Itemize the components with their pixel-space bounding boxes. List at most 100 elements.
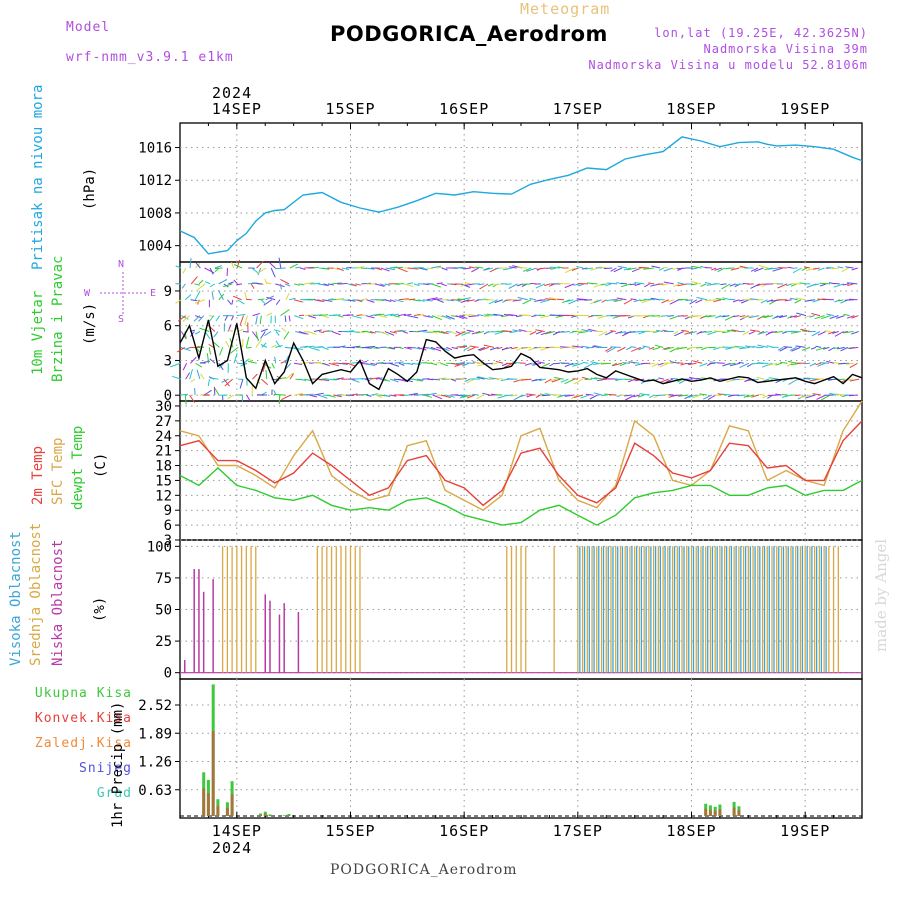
- wind-barb: [185, 346, 191, 350]
- wind-barb: [417, 393, 429, 396]
- wind-barb: [804, 299, 816, 302]
- wind-barb: [260, 344, 268, 348]
- wind-barb: [265, 369, 268, 380]
- wind-barb: [427, 346, 436, 351]
- wind-barb: [227, 329, 234, 332]
- wind-barb: [252, 313, 260, 317]
- wind-barb: [273, 329, 281, 332]
- wind-barb: [656, 329, 664, 332]
- wind-barb: [404, 313, 412, 317]
- wind-barb: [505, 283, 512, 285]
- wind-barb: [700, 283, 707, 287]
- wind-barb: [551, 378, 561, 383]
- ytick-label-wind: 0: [164, 388, 172, 404]
- wind-barb: [496, 377, 503, 380]
- precip-conv-bar: [708, 809, 712, 816]
- ytick-label-pressure: 1012: [138, 173, 172, 189]
- wind-barb: [197, 345, 205, 348]
- wind-barb: [814, 315, 825, 320]
- day-label-bottom: 16SEP: [439, 822, 489, 840]
- wind-barb: [361, 298, 367, 301]
- wind-barb: [696, 296, 708, 301]
- wind-barb: [810, 346, 817, 350]
- wind-barb: [361, 282, 371, 285]
- wind-barb: [831, 267, 840, 270]
- wind-barb: [430, 362, 438, 366]
- wind-barb: [669, 299, 680, 305]
- wind-barb: [630, 346, 637, 348]
- wind-barb: [612, 362, 623, 367]
- wind-barb: [413, 346, 421, 350]
- ytick-label-cloud: 25: [155, 634, 172, 650]
- wind-barb: [750, 283, 760, 289]
- ytick-label-temperature: 30: [155, 399, 172, 415]
- wind-barb: [426, 392, 437, 396]
- wind-barb: [746, 394, 755, 398]
- wind-barb: [423, 394, 432, 398]
- wind-barb: [196, 369, 201, 380]
- temp-unit: (C): [93, 452, 109, 478]
- wind-barb: [585, 393, 593, 396]
- wind-barb: [289, 373, 295, 380]
- wind-barb: [717, 267, 725, 273]
- wind-barb: [459, 394, 466, 399]
- precip-label-hail: Grad: [96, 786, 132, 801]
- wind-barb: [630, 331, 641, 333]
- wind-barb: [536, 267, 546, 270]
- wind-barb: [726, 329, 737, 332]
- precip-conv-bar: [211, 731, 215, 816]
- wind-barb: [695, 299, 703, 304]
- wind-barb: [312, 314, 323, 317]
- wind-barb: [523, 314, 532, 317]
- wind-barb: [845, 362, 854, 365]
- wind-barb: [570, 394, 579, 399]
- wind-barb: [774, 315, 784, 319]
- wind-barb: [845, 266, 854, 269]
- wind-barb: [347, 362, 356, 367]
- wind-barb: [801, 267, 808, 271]
- wind-barb: [264, 331, 272, 337]
- wind-barb: [699, 331, 707, 334]
- panel-frame-pressure: [179, 122, 863, 263]
- wind-barb: [763, 315, 774, 319]
- wind-barb: [397, 267, 408, 273]
- wind-barb: [544, 331, 555, 335]
- wind-barb: [257, 267, 262, 276]
- wind-barb: [730, 267, 740, 271]
- wind-barb: [337, 315, 344, 318]
- wind-barb: [651, 362, 659, 368]
- wind-barb: [312, 266, 319, 269]
- wind-barb: [658, 377, 665, 380]
- cloud-unit: (%): [92, 596, 108, 622]
- wind-barb: [261, 378, 269, 386]
- wind-barb: [351, 315, 362, 319]
- wind-barb: [702, 315, 712, 318]
- wind-barb: [445, 315, 455, 320]
- wind-barb: [239, 378, 244, 389]
- wind-barb: [182, 363, 188, 371]
- wind-barb: [674, 331, 684, 337]
- wind-barb: [189, 394, 196, 403]
- wind-barb: [617, 265, 627, 269]
- wind-barb: [851, 331, 859, 335]
- wind-barb: [541, 394, 551, 397]
- year-top: 2024: [212, 84, 253, 102]
- wind-barb: [715, 298, 726, 301]
- wind-barb: [816, 394, 827, 400]
- precip-label-total: Ukupna Kisa: [34, 686, 132, 701]
- ytick-label-precip: 1.26: [138, 755, 172, 771]
- wind-barb: [506, 394, 514, 397]
- wind-barb: [503, 362, 513, 368]
- wind-barb: [554, 377, 564, 380]
- wind-barb: [195, 262, 201, 269]
- wind-barb: [464, 378, 471, 383]
- wind-barb: [407, 362, 414, 366]
- pressure-label: Pritisak na nivou mora: [30, 84, 46, 270]
- day-label-top: 14SEP: [212, 100, 262, 118]
- wind-barb: [345, 266, 352, 269]
- wind-barb: [846, 282, 858, 285]
- wind-barb: [431, 315, 443, 321]
- wind-barb: [422, 267, 428, 270]
- wind-barb: [688, 331, 697, 335]
- wind-barb: [407, 282, 414, 285]
